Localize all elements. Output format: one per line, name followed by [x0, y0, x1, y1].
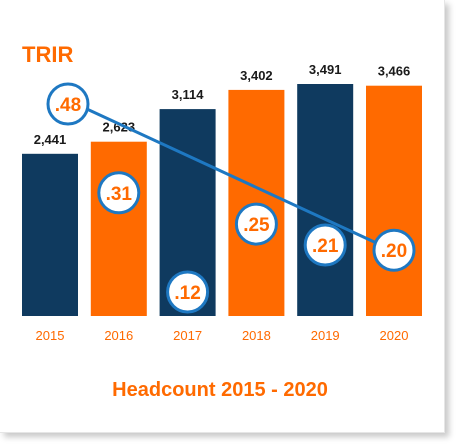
bar-2019 — [297, 84, 354, 316]
trir-point-2019: .21 — [303, 223, 347, 267]
category-label-2017: 2017 — [173, 328, 202, 343]
trir-points-group: .48 .31 .12 .25 .21 .20 — [46, 82, 416, 314]
trir-value-label-2019: .21 — [312, 236, 339, 257]
trir-point-2017: .12 — [166, 270, 210, 314]
bar-2015 — [22, 153, 78, 316]
bar-2016 — [90, 141, 147, 316]
bar-2020 — [366, 85, 422, 316]
trir-value-label-2015: .48 — [55, 95, 81, 116]
bar-value-label-2018: 3,402 — [240, 68, 273, 83]
trir-value-label-2016: .31 — [106, 184, 133, 205]
trir-marker-2016 — [97, 171, 141, 215]
trir-value-label-2020: .20 — [381, 241, 407, 262]
bar-labels-group: 2,441 2,623 3,114 3,402 3,491 3,466 — [34, 62, 411, 147]
trir-marker-2017 — [166, 270, 210, 314]
trir-value-label-2017: .12 — [174, 283, 200, 304]
series-label-trir: TRIR — [22, 42, 73, 67]
trir-trend-line — [75, 102, 393, 252]
trir-point-2020: .20 — [372, 228, 416, 272]
trir-marker-2018 — [234, 202, 278, 246]
chart-title: Headcount 2015 - 2020 — [112, 379, 328, 401]
bar-value-label-2015: 2,441 — [34, 132, 67, 147]
bar-value-label-2017: 3,114 — [172, 87, 205, 102]
trir-point-2015: .48 — [46, 82, 90, 126]
category-label-2020: 2020 — [380, 328, 409, 343]
trir-point-2016: .31 — [97, 171, 141, 215]
trir-marker-2020 — [372, 228, 416, 272]
category-label-2018: 2018 — [242, 328, 271, 343]
category-label-2016: 2016 — [104, 328, 133, 343]
trir-point-2018: .25 — [234, 202, 278, 246]
category-label-2019: 2019 — [311, 328, 340, 343]
bar-value-label-2020: 3,466 — [378, 64, 411, 79]
bar-value-label-2019: 3,491 — [309, 62, 342, 77]
bar-value-label-2016: 2,623 — [103, 120, 136, 135]
trir-trend-group — [75, 102, 393, 252]
category-labels-group: 2015 2016 2017 2018 2019 2020 — [36, 328, 409, 343]
trir-marker-2019 — [303, 223, 347, 267]
trir-value-label-2018: .25 — [243, 215, 270, 236]
trir-marker-2015 — [46, 82, 90, 126]
category-label-2015: 2015 — [36, 328, 65, 343]
